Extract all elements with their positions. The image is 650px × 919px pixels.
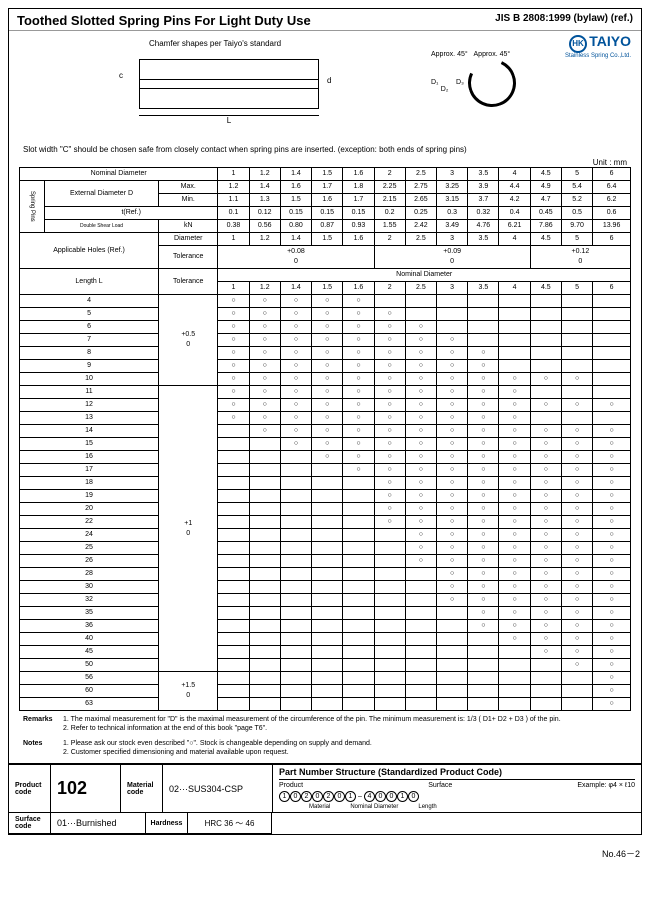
length-row: 22○○○○○○○○	[20, 516, 631, 529]
spec-table: Nominal Diameter11.21.41.51.622.533.544.…	[19, 167, 631, 711]
remarks: Remarks1. The maximal measurement for "D…	[9, 711, 641, 735]
length-row: 26○○○○○○○	[20, 555, 631, 568]
footer: Product code 102 Material code 02···SUS3…	[9, 763, 641, 834]
length-row: 13○○○○○○○○○○	[20, 412, 631, 425]
length-row: 25○○○○○○○	[20, 542, 631, 555]
diagram: Chamfer shapes per Taiyo's standard L c …	[9, 31, 641, 141]
length-row: 15○○○○○○○○○○○	[20, 438, 631, 451]
length-row: 45○○○	[20, 646, 631, 659]
standard-ref: JIS B 2808:1999 (bylaw) (ref.)	[495, 13, 633, 24]
page-number: No.46－2	[0, 843, 650, 864]
length-row: 16○○○○○○○○○○	[20, 451, 631, 464]
slot-note: Slot width "C" should be chosen safe fro…	[9, 141, 641, 158]
length-row: 9○○○○○○○○○	[20, 360, 631, 373]
length-row: 10○○○○○○○○○○○○	[20, 373, 631, 386]
length-row: 24○○○○○○○	[20, 529, 631, 542]
length-row: 5○○○○○○	[20, 308, 631, 321]
length-row: 50○○	[20, 659, 631, 672]
length-row: 20○○○○○○○○	[20, 503, 631, 516]
unit-label: Unit : mm	[9, 158, 641, 167]
length-row: 60○	[20, 685, 631, 698]
length-row: 7○○○○○○○○	[20, 334, 631, 347]
length-row: 56+1.5 0○	[20, 672, 631, 685]
length-row: 35○○○○○	[20, 607, 631, 620]
length-row: 32○○○○○○	[20, 594, 631, 607]
length-row: 14○○○○○○○○○○○○	[20, 425, 631, 438]
notes: Notes1. Please ask our stock even descri…	[9, 735, 641, 759]
length-row: 63○	[20, 698, 631, 711]
length-row: 28○○○○○○	[20, 568, 631, 581]
length-row: 4+0.5 0○○○○○	[20, 295, 631, 308]
length-row: 36○○○○○	[20, 620, 631, 633]
length-row: 30○○○○○○	[20, 581, 631, 594]
length-row: 17○○○○○○○○○	[20, 464, 631, 477]
length-row: 8○○○○○○○○○	[20, 347, 631, 360]
length-row: 6○○○○○○○	[20, 321, 631, 334]
length-row: 11+1 0○○○○○○○○○○	[20, 386, 631, 399]
length-row: 40○○○○	[20, 633, 631, 646]
page-title: Toothed Slotted Spring Pins For Light Du…	[17, 13, 311, 28]
length-row: 18○○○○○○○○	[20, 477, 631, 490]
length-row: 19○○○○○○○○	[20, 490, 631, 503]
length-row: 12○○○○○○○○○○○○○	[20, 399, 631, 412]
